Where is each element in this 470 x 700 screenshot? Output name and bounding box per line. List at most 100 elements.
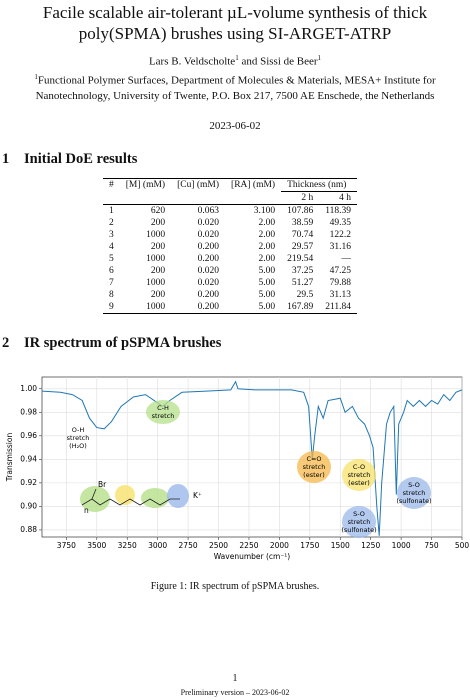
y-tick-label: 0.96 [20, 431, 37, 440]
table-cell: 37.25 [291, 266, 314, 276]
table-cell: 5.00 [225, 301, 282, 314]
section-heading: 1 Initial DoE results [2, 151, 137, 168]
table-row: 4 200 0.200 2.00 29.57 31.16 [103, 241, 357, 253]
annotation-highlight [342, 506, 376, 538]
y-tick-label: 0.94 [20, 454, 37, 463]
table-cell: 1000 [119, 301, 172, 314]
table-cell: 200 [150, 218, 166, 228]
y-tick-label: 0.92 [20, 478, 37, 487]
annotation: stretch [303, 463, 326, 471]
annotation: C-O [353, 463, 365, 471]
table-cell: 219.54 [287, 254, 314, 264]
table-row: 9 1000 0.200 5.00 167.89 211.84 [103, 301, 358, 314]
table-cell: 3.100 [225, 204, 282, 217]
x-tick-label: 3250 [118, 541, 137, 550]
annotation-highlight [146, 400, 180, 424]
x-axis-label: Wavenumber (cm⁻¹) [214, 552, 291, 561]
molecule [80, 484, 189, 512]
annotation: stretch [152, 412, 175, 420]
table-cell: — [341, 254, 352, 264]
table-cell: 79.88 [329, 278, 352, 288]
table-cell: 0.200 [197, 290, 220, 300]
x-tick-label: 3750 [57, 541, 76, 550]
table-cell: 0.200 [197, 254, 220, 264]
table-cell: 0.020 [197, 266, 220, 276]
table-cell: 2.00 [258, 230, 276, 240]
annotation-highlight [342, 459, 376, 491]
table-cell: 620 [119, 204, 172, 217]
table-cell: 0.200 [197, 242, 220, 252]
table: # [M] (mM) [Cu] (mM) [RA] (mM) Thickness (nm… [103, 178, 358, 314]
table-cell: 31.13 [329, 290, 352, 300]
molecule-label: n [84, 506, 89, 515]
table-cell: 0.020 [197, 278, 220, 288]
annotation: stretch [67, 434, 90, 442]
table-cell: 107.86 [281, 204, 320, 217]
table-cell: 47.25 [329, 266, 352, 276]
table-cell: 38.59 [291, 218, 314, 228]
table-cell: 211.84 [319, 301, 358, 314]
table-cell: 7 [109, 278, 114, 288]
table-cell: 0.063 [171, 204, 226, 217]
section-number: 2 [2, 335, 10, 351]
annotation: C-H [157, 404, 169, 412]
table-cell: [Cu] (mM) [171, 178, 226, 192]
annotation: C=O [306, 455, 321, 463]
table-cell: 9 [103, 301, 120, 314]
y-tick-label: 0.98 [20, 407, 37, 416]
table-cell: 2.00 [258, 254, 276, 264]
annotation: (ester) [348, 479, 370, 487]
table-cell: 70.74 [291, 230, 314, 240]
table-cell: 122.2 [329, 230, 352, 240]
section-title: Initial DoE results [24, 151, 138, 167]
chart: 3750 3500 3250 3000 2750 2500 2250 2000 1750 1500… [5, 376, 469, 561]
x-tick-label: 2750 [179, 541, 198, 550]
footer-note: Preliminary version – 2023-06-02 [180, 688, 290, 697]
table-row: 3 1000 0.020 2.00 70.74 122.2 [103, 229, 357, 241]
table-cell: 0.020 [197, 218, 220, 228]
table-cell: 200 [150, 242, 166, 252]
section-heading: 2 IR spectrum of pSPMA brushes [2, 335, 221, 352]
authors: Lars B. Veldscholte1 and Sissi de Beer1 [0, 54, 470, 68]
table-cell: 200 [150, 290, 166, 300]
annotation: (ester) [303, 471, 325, 479]
table-cell: 4 h [319, 191, 358, 205]
x-tick-label: 3500 [87, 541, 106, 550]
page-number: 1 [232, 673, 238, 684]
table-row: # [M] (mM) [Cu] (mM) [RA] (mM) Thickness (nm… [103, 178, 358, 192]
table-cell: 5.00 [258, 290, 276, 300]
table-row: 7 1000 0.020 5.00 51.27 79.88 [103, 277, 357, 289]
table-cell: 2.00 [258, 218, 276, 228]
author: Lars B. Veldscholte [148, 55, 236, 68]
table-cell: 1 [103, 204, 120, 217]
annotation: stretch [348, 471, 371, 479]
table-cell: 51.27 [291, 278, 314, 288]
table-spacer [120, 192, 171, 205]
molecule-label: Br [98, 480, 107, 489]
table-row: 2 200 0.020 2.00 38.59 49.35 [103, 217, 357, 229]
annotation: stretch [403, 489, 426, 497]
table-cell: 0.020 [197, 230, 220, 240]
y-axis-label: Transmission [5, 433, 14, 483]
table-cell: 29.5 [296, 290, 314, 300]
table-cell: 6 [109, 266, 114, 276]
annotation: (sulfonate) [396, 497, 431, 505]
author-mark: 1 [317, 54, 322, 62]
table-cell: 1000 [146, 230, 166, 240]
table-cell: 49.35 [329, 218, 352, 228]
table-spacer [225, 192, 281, 205]
table-cell: # [103, 178, 120, 192]
table-spacer [103, 192, 120, 205]
table-cell: 200 [150, 266, 166, 276]
date: 2023-06-02 [209, 120, 261, 132]
annotation: (sulfonate) [341, 526, 376, 534]
table-cell: 1000 [146, 278, 166, 288]
table-row: 5 1000 0.200 2.00 219.54 — [103, 253, 357, 265]
annotation-highlight [297, 451, 331, 483]
table-cell: 4 [109, 242, 114, 252]
table-cell: 31.16 [329, 242, 352, 252]
y-tick-label: 0.88 [20, 525, 37, 534]
plot-frame [41, 376, 463, 538]
